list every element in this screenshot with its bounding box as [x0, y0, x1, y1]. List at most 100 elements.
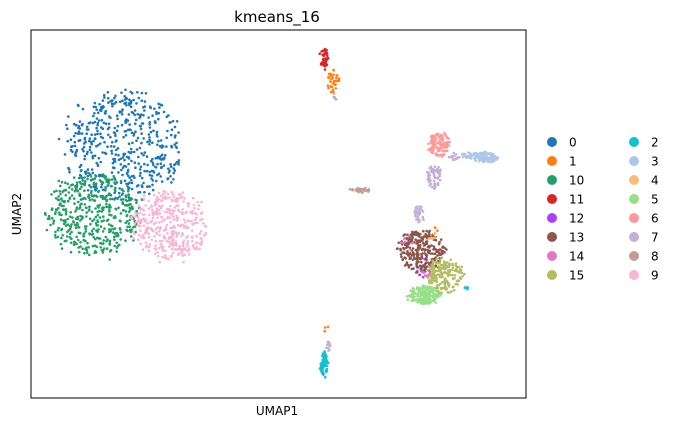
data-point	[94, 222, 98, 225]
data-point	[89, 222, 92, 226]
data-point	[322, 61, 326, 64]
data-point	[88, 148, 92, 152]
legend-marker-5	[629, 194, 639, 204]
data-point	[87, 171, 90, 175]
data-point	[445, 287, 449, 290]
data-point	[66, 223, 70, 226]
data-point	[182, 218, 186, 221]
data-point	[60, 197, 63, 200]
data-point	[415, 207, 418, 210]
data-point	[460, 265, 464, 269]
data-point	[66, 182, 70, 186]
data-point	[454, 283, 458, 286]
data-point	[427, 292, 430, 295]
data-point	[72, 197, 76, 200]
data-point	[407, 252, 411, 255]
data-point	[68, 168, 71, 171]
data-point	[437, 269, 441, 273]
data-point	[109, 135, 112, 139]
data-point	[197, 207, 200, 211]
data-point	[415, 253, 419, 257]
legend-label-12: 12	[569, 212, 584, 226]
data-point	[78, 187, 82, 191]
data-point	[115, 241, 118, 245]
data-point	[82, 142, 86, 145]
data-point	[93, 154, 97, 158]
data-point	[69, 138, 73, 141]
data-point	[119, 238, 122, 241]
data-point	[437, 165, 440, 169]
data-point	[176, 223, 180, 227]
data-point	[73, 144, 77, 148]
data-point	[139, 127, 143, 131]
data-point	[177, 193, 181, 196]
data-point	[177, 159, 181, 162]
data-point	[114, 189, 117, 193]
data-point	[108, 258, 111, 261]
data-point	[88, 198, 92, 202]
data-point	[417, 289, 420, 292]
data-point	[117, 191, 121, 195]
data-point	[59, 192, 62, 196]
data-point	[319, 62, 323, 66]
data-point	[60, 213, 63, 217]
data-point	[438, 257, 441, 260]
data-point	[93, 199, 96, 202]
data-point	[427, 302, 431, 305]
data-point	[132, 132, 136, 135]
data-point	[155, 130, 159, 134]
data-point	[411, 258, 415, 262]
data-point	[164, 190, 167, 194]
data-point	[60, 180, 64, 184]
data-point	[130, 205, 134, 208]
data-point	[122, 209, 125, 212]
data-point	[174, 231, 178, 234]
data-point	[64, 212, 68, 216]
legend-item-11: 11	[547, 193, 584, 207]
data-point	[178, 244, 181, 248]
data-point	[433, 226, 437, 229]
data-point	[114, 178, 117, 182]
data-point	[70, 230, 73, 234]
data-point	[434, 297, 437, 300]
data-point	[152, 194, 156, 197]
data-point	[439, 133, 443, 137]
data-point	[72, 220, 75, 223]
data-point	[134, 122, 137, 125]
data-point	[114, 153, 118, 156]
data-point	[424, 253, 428, 257]
data-point	[496, 157, 500, 160]
data-point	[481, 156, 485, 160]
data-point	[416, 251, 419, 254]
data-point	[90, 168, 94, 171]
data-point	[120, 113, 124, 116]
data-point	[452, 151, 456, 155]
data-point	[125, 213, 129, 217]
data-point	[85, 251, 89, 254]
data-point	[130, 235, 133, 238]
data-point	[194, 241, 198, 245]
data-point	[414, 215, 417, 218]
data-point	[118, 187, 121, 190]
data-point	[61, 190, 64, 193]
data-point	[171, 209, 175, 212]
data-point	[484, 159, 487, 162]
data-point	[142, 209, 146, 212]
data-point	[113, 198, 116, 201]
data-point	[101, 251, 105, 254]
data-point	[321, 358, 325, 362]
data-point	[170, 198, 174, 202]
data-point	[56, 235, 60, 239]
data-point	[155, 207, 159, 210]
data-point	[55, 189, 58, 193]
data-point	[106, 178, 110, 181]
data-point	[337, 77, 341, 80]
data-point	[199, 218, 202, 222]
data-point	[133, 232, 136, 236]
data-point	[140, 122, 144, 125]
data-point	[399, 253, 403, 256]
data-point	[93, 120, 97, 124]
data-point	[77, 130, 81, 133]
data-point	[190, 229, 194, 232]
